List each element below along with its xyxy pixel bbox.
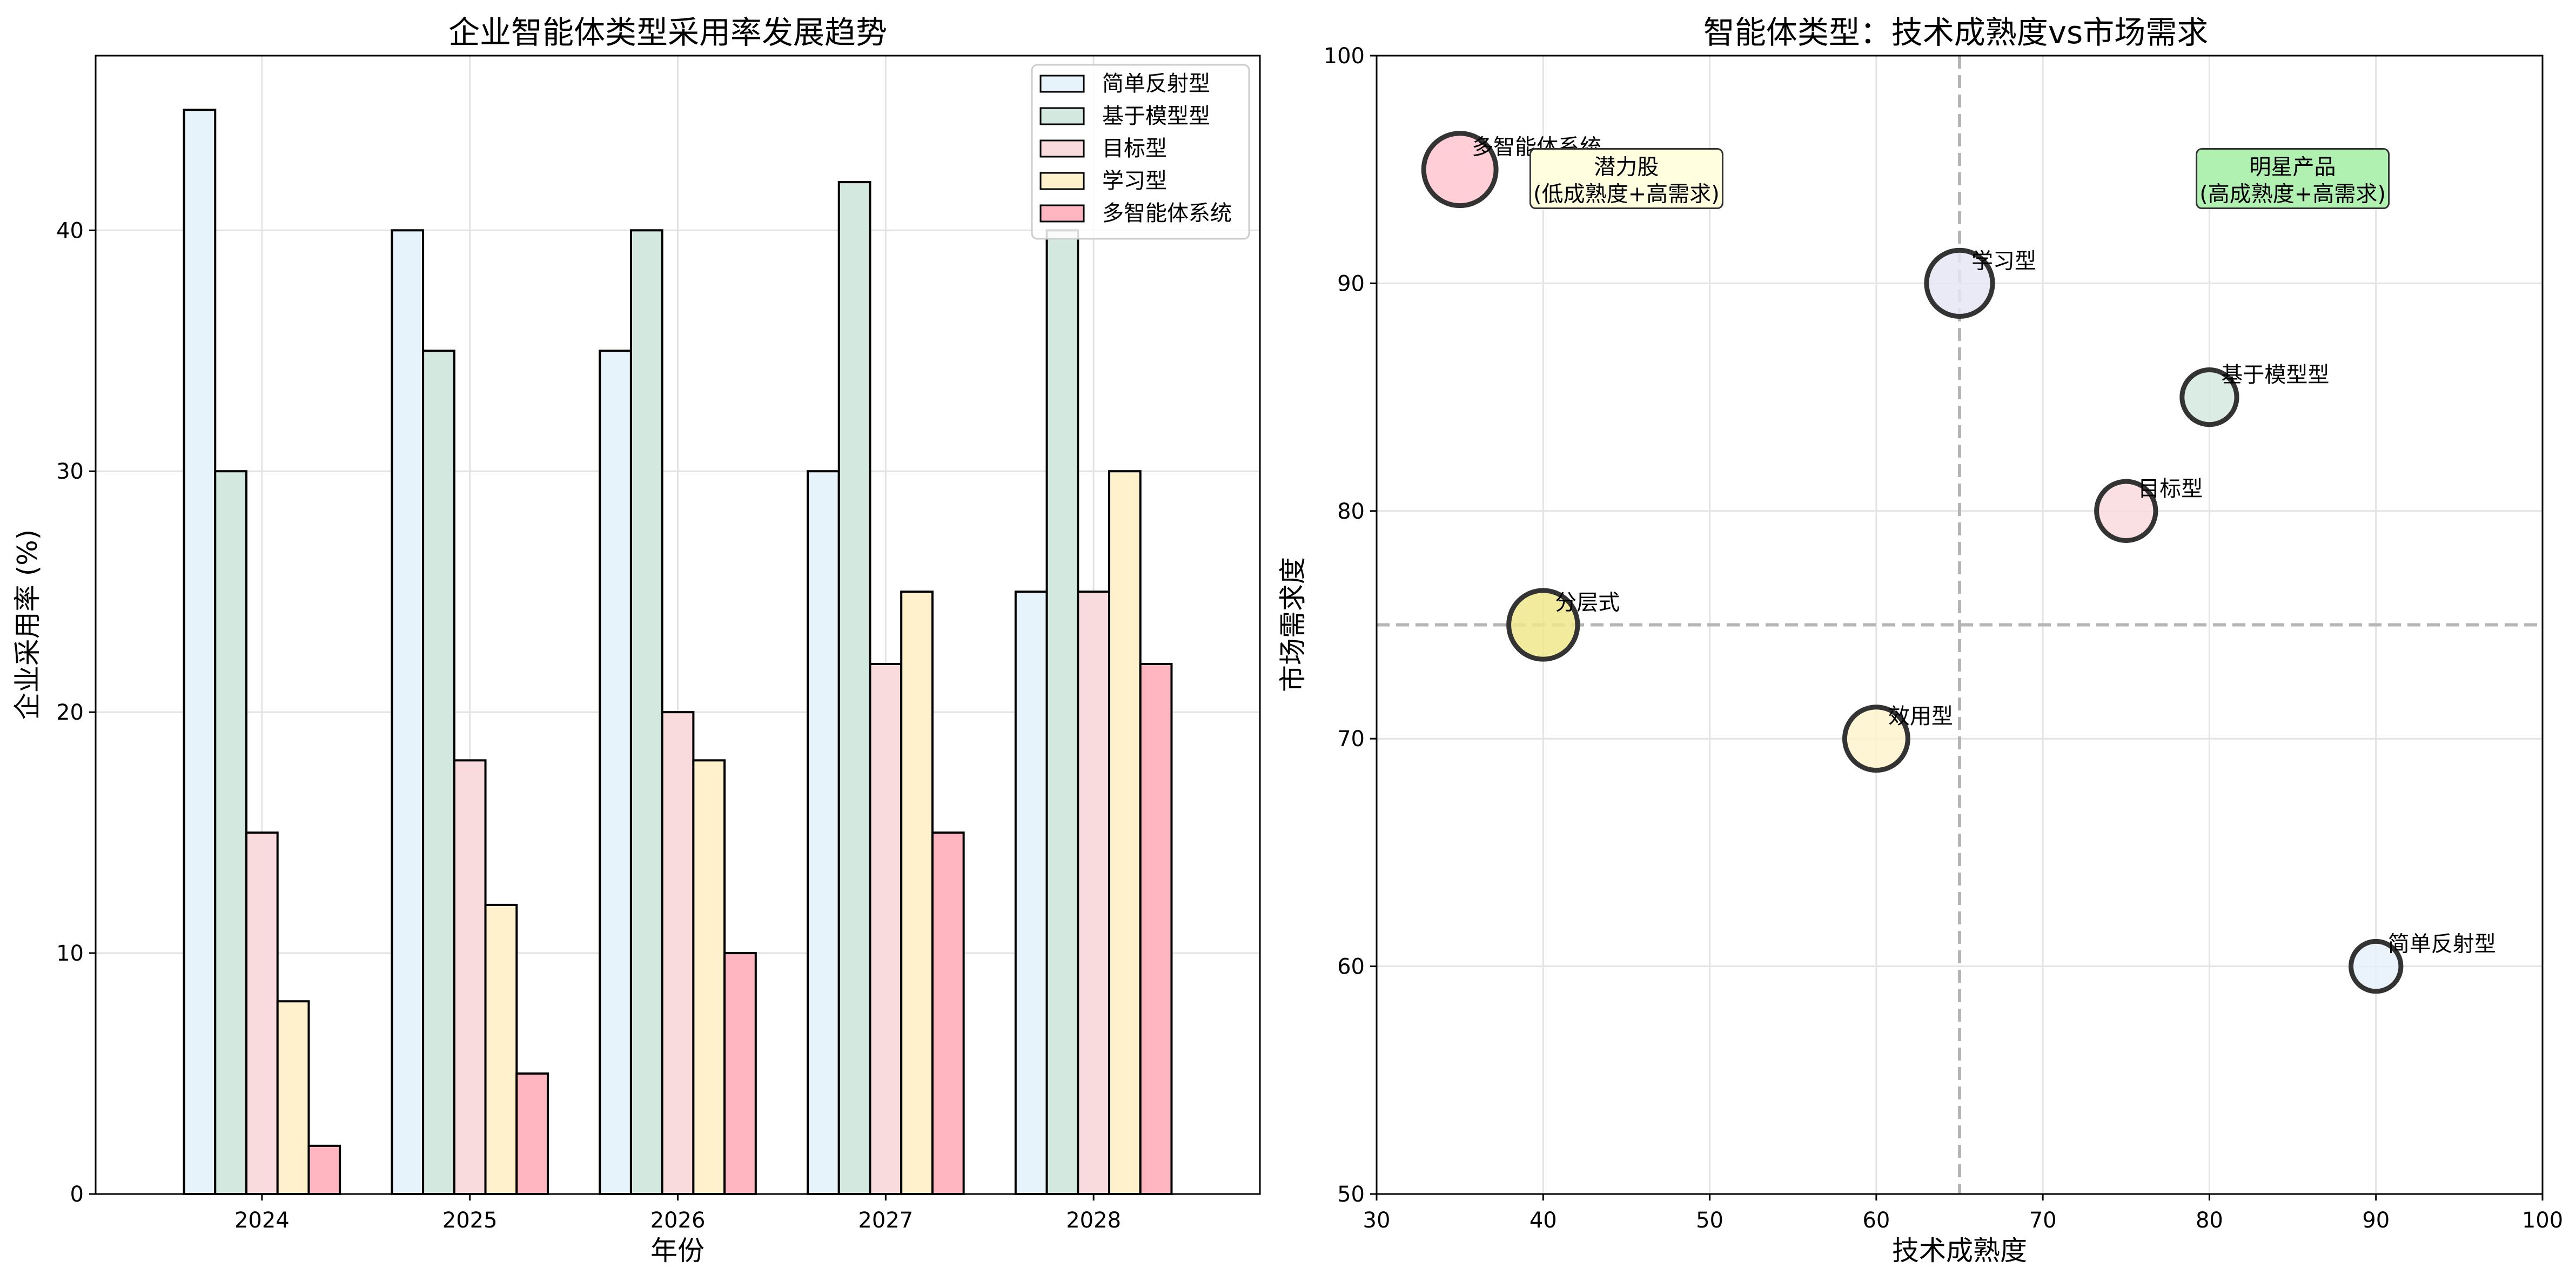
- bar-2028-series-1: [1014, 591, 1048, 1195]
- bar-x-tick-label: 2028: [1066, 1208, 1121, 1233]
- scatter-x-tick-label: 30: [1363, 1208, 1391, 1233]
- scatter-chart-y-axis-label: 市场需求度: [1277, 557, 1309, 692]
- bar-2024-series-3: [245, 831, 279, 1195]
- bar-2024-series-1: [183, 109, 217, 1195]
- bar-2025-series-5: [515, 1072, 549, 1195]
- bar-chart-x-axis-label: 年份: [650, 1235, 705, 1266]
- bar-y-tick-label: 40: [56, 218, 84, 243]
- legend-label: 目标型: [1102, 136, 1167, 161]
- bubble-label: 分层式: [1555, 591, 1620, 615]
- bar-chart-panel: 企业智能体类型采用率发展趋势 0 10 20 30 40 2024 2025 2026 2027…: [12, 14, 1261, 1266]
- bubble-label: 学习型: [1971, 249, 2036, 273]
- bar-2028-series-2: [1045, 229, 1079, 1196]
- legend-swatch: [1039, 75, 1085, 93]
- scatter-chart-x-axis-label: 技术成熟度: [1892, 1235, 2027, 1266]
- callout-title: 潜力股: [1594, 155, 1659, 180]
- legend-swatch: [1039, 172, 1085, 190]
- legend-label: 基于模型型: [1102, 104, 1210, 129]
- bubble-point: [1421, 131, 1499, 209]
- scatter-y-tick-label: 70: [1337, 727, 1365, 752]
- bar-2025-series-1: [391, 229, 425, 1196]
- callout-subtitle: (低成熟度+高需求): [1533, 182, 1720, 207]
- bar-2027-series-4: [900, 591, 934, 1195]
- legend-label: 学习型: [1102, 169, 1167, 193]
- bar-2025-series-4: [484, 903, 518, 1195]
- bar-2025-series-3: [453, 759, 487, 1196]
- bar-2024-series-5: [307, 1144, 341, 1195]
- legend-label: 简单反射型: [1102, 71, 1210, 96]
- bubble-label: 简单反射型: [2388, 932, 2496, 957]
- bar-x-tick-label: 2027: [858, 1208, 913, 1233]
- bar-2028-series-3: [1077, 591, 1111, 1195]
- bar-chart-y-axis-label: 企业采用率 (%): [12, 529, 43, 720]
- bubble-point: [1842, 705, 1910, 773]
- scatter-x-tick-label: 70: [2029, 1208, 2057, 1233]
- bar-2028-series-5: [1139, 662, 1173, 1196]
- bar-chart-title: 企业智能体类型采用率发展趋势: [448, 14, 887, 51]
- scatter-y-tick-label: 60: [1337, 955, 1365, 980]
- bar-y-tick-label: 10: [56, 941, 84, 966]
- scatter-chart-frame: [1376, 55, 2544, 1195]
- bubble-point: [2094, 479, 2158, 543]
- scatter-x-tick-label: 50: [1696, 1208, 1723, 1233]
- bar-2027-series-2: [837, 181, 871, 1196]
- bar-2024-series-2: [214, 470, 247, 1196]
- scatter-chart-callouts: 潜力股(低成熟度+高需求) 明星产品(高成熟度+高需求): [1529, 148, 2390, 210]
- bar-2026-series-5: [723, 952, 757, 1196]
- bubble-point: [2179, 367, 2239, 427]
- bar-2026-series-1: [599, 350, 632, 1195]
- scatter-x-tick-label: 80: [2196, 1208, 2223, 1233]
- bubble-label: 目标型: [2138, 477, 2203, 501]
- legend-box: [1031, 64, 1250, 240]
- scatter-chart-bubbles: [1421, 131, 2404, 994]
- bar-x-tick-label: 2026: [650, 1208, 706, 1233]
- bubble-label: 效用型: [1888, 704, 1953, 729]
- bubble-label: 基于模型型: [2221, 363, 2329, 387]
- scatter-chart-title: 智能体类型：技术成熟度vs市场需求: [1703, 14, 2209, 51]
- scatter-x-tick-label: 100: [2522, 1208, 2563, 1233]
- bar-chart-ticks: 0 10 20 30 40 2024 2025 2026 2027 2028: [56, 218, 1121, 1233]
- bar-2024-series-4: [276, 1000, 310, 1196]
- bar-2028-series-4: [1108, 470, 1142, 1196]
- legend-swatch: [1039, 139, 1085, 158]
- bar-2026-series-2: [629, 229, 663, 1196]
- bar-chart-bars: [183, 109, 1173, 1196]
- bar-2027-series-5: [931, 831, 965, 1195]
- callout-title: 明星产品: [2250, 155, 2336, 180]
- bar-x-tick-label: 2025: [442, 1208, 498, 1233]
- scatter-y-tick-label: 90: [1337, 271, 1365, 296]
- scatter-chart-ticks: 30 40 50 60 70 80 90 100 50 60 70 80 90 100: [1324, 44, 2564, 1233]
- legend-swatch: [1039, 107, 1085, 125]
- scatter-y-tick-label: 50: [1337, 1182, 1365, 1207]
- callout-box: [2196, 148, 2390, 210]
- bubble-point: [1924, 247, 1995, 319]
- bar-2027-series-3: [869, 662, 903, 1196]
- bar-2026-series-4: [692, 759, 726, 1196]
- scatter-x-tick-label: 40: [1530, 1208, 1557, 1233]
- scatter-y-tick-label: 100: [1324, 44, 1365, 69]
- bubble-point: [2349, 938, 2404, 994]
- bar-y-tick-label: 30: [56, 459, 84, 484]
- scatter-x-tick-label: 90: [2362, 1208, 2390, 1233]
- scatter-y-tick-label: 80: [1337, 499, 1365, 524]
- bar-x-tick-label: 2024: [234, 1208, 290, 1233]
- scatter-x-tick-label: 60: [1862, 1208, 1890, 1233]
- bar-2026-series-3: [661, 711, 695, 1196]
- bar-y-tick-label: 0: [70, 1182, 84, 1207]
- callout-box: [1529, 148, 1723, 210]
- legend-swatch: [1039, 204, 1085, 223]
- bubble-point: [1506, 588, 1580, 662]
- callout-subtitle: (高成熟度+高需求): [2199, 182, 2386, 207]
- bar-2027-series-1: [807, 470, 840, 1196]
- legend-label: 多智能体系统: [1102, 201, 1232, 226]
- bar-y-tick-label: 20: [56, 700, 84, 725]
- bar-2025-series-2: [422, 350, 455, 1195]
